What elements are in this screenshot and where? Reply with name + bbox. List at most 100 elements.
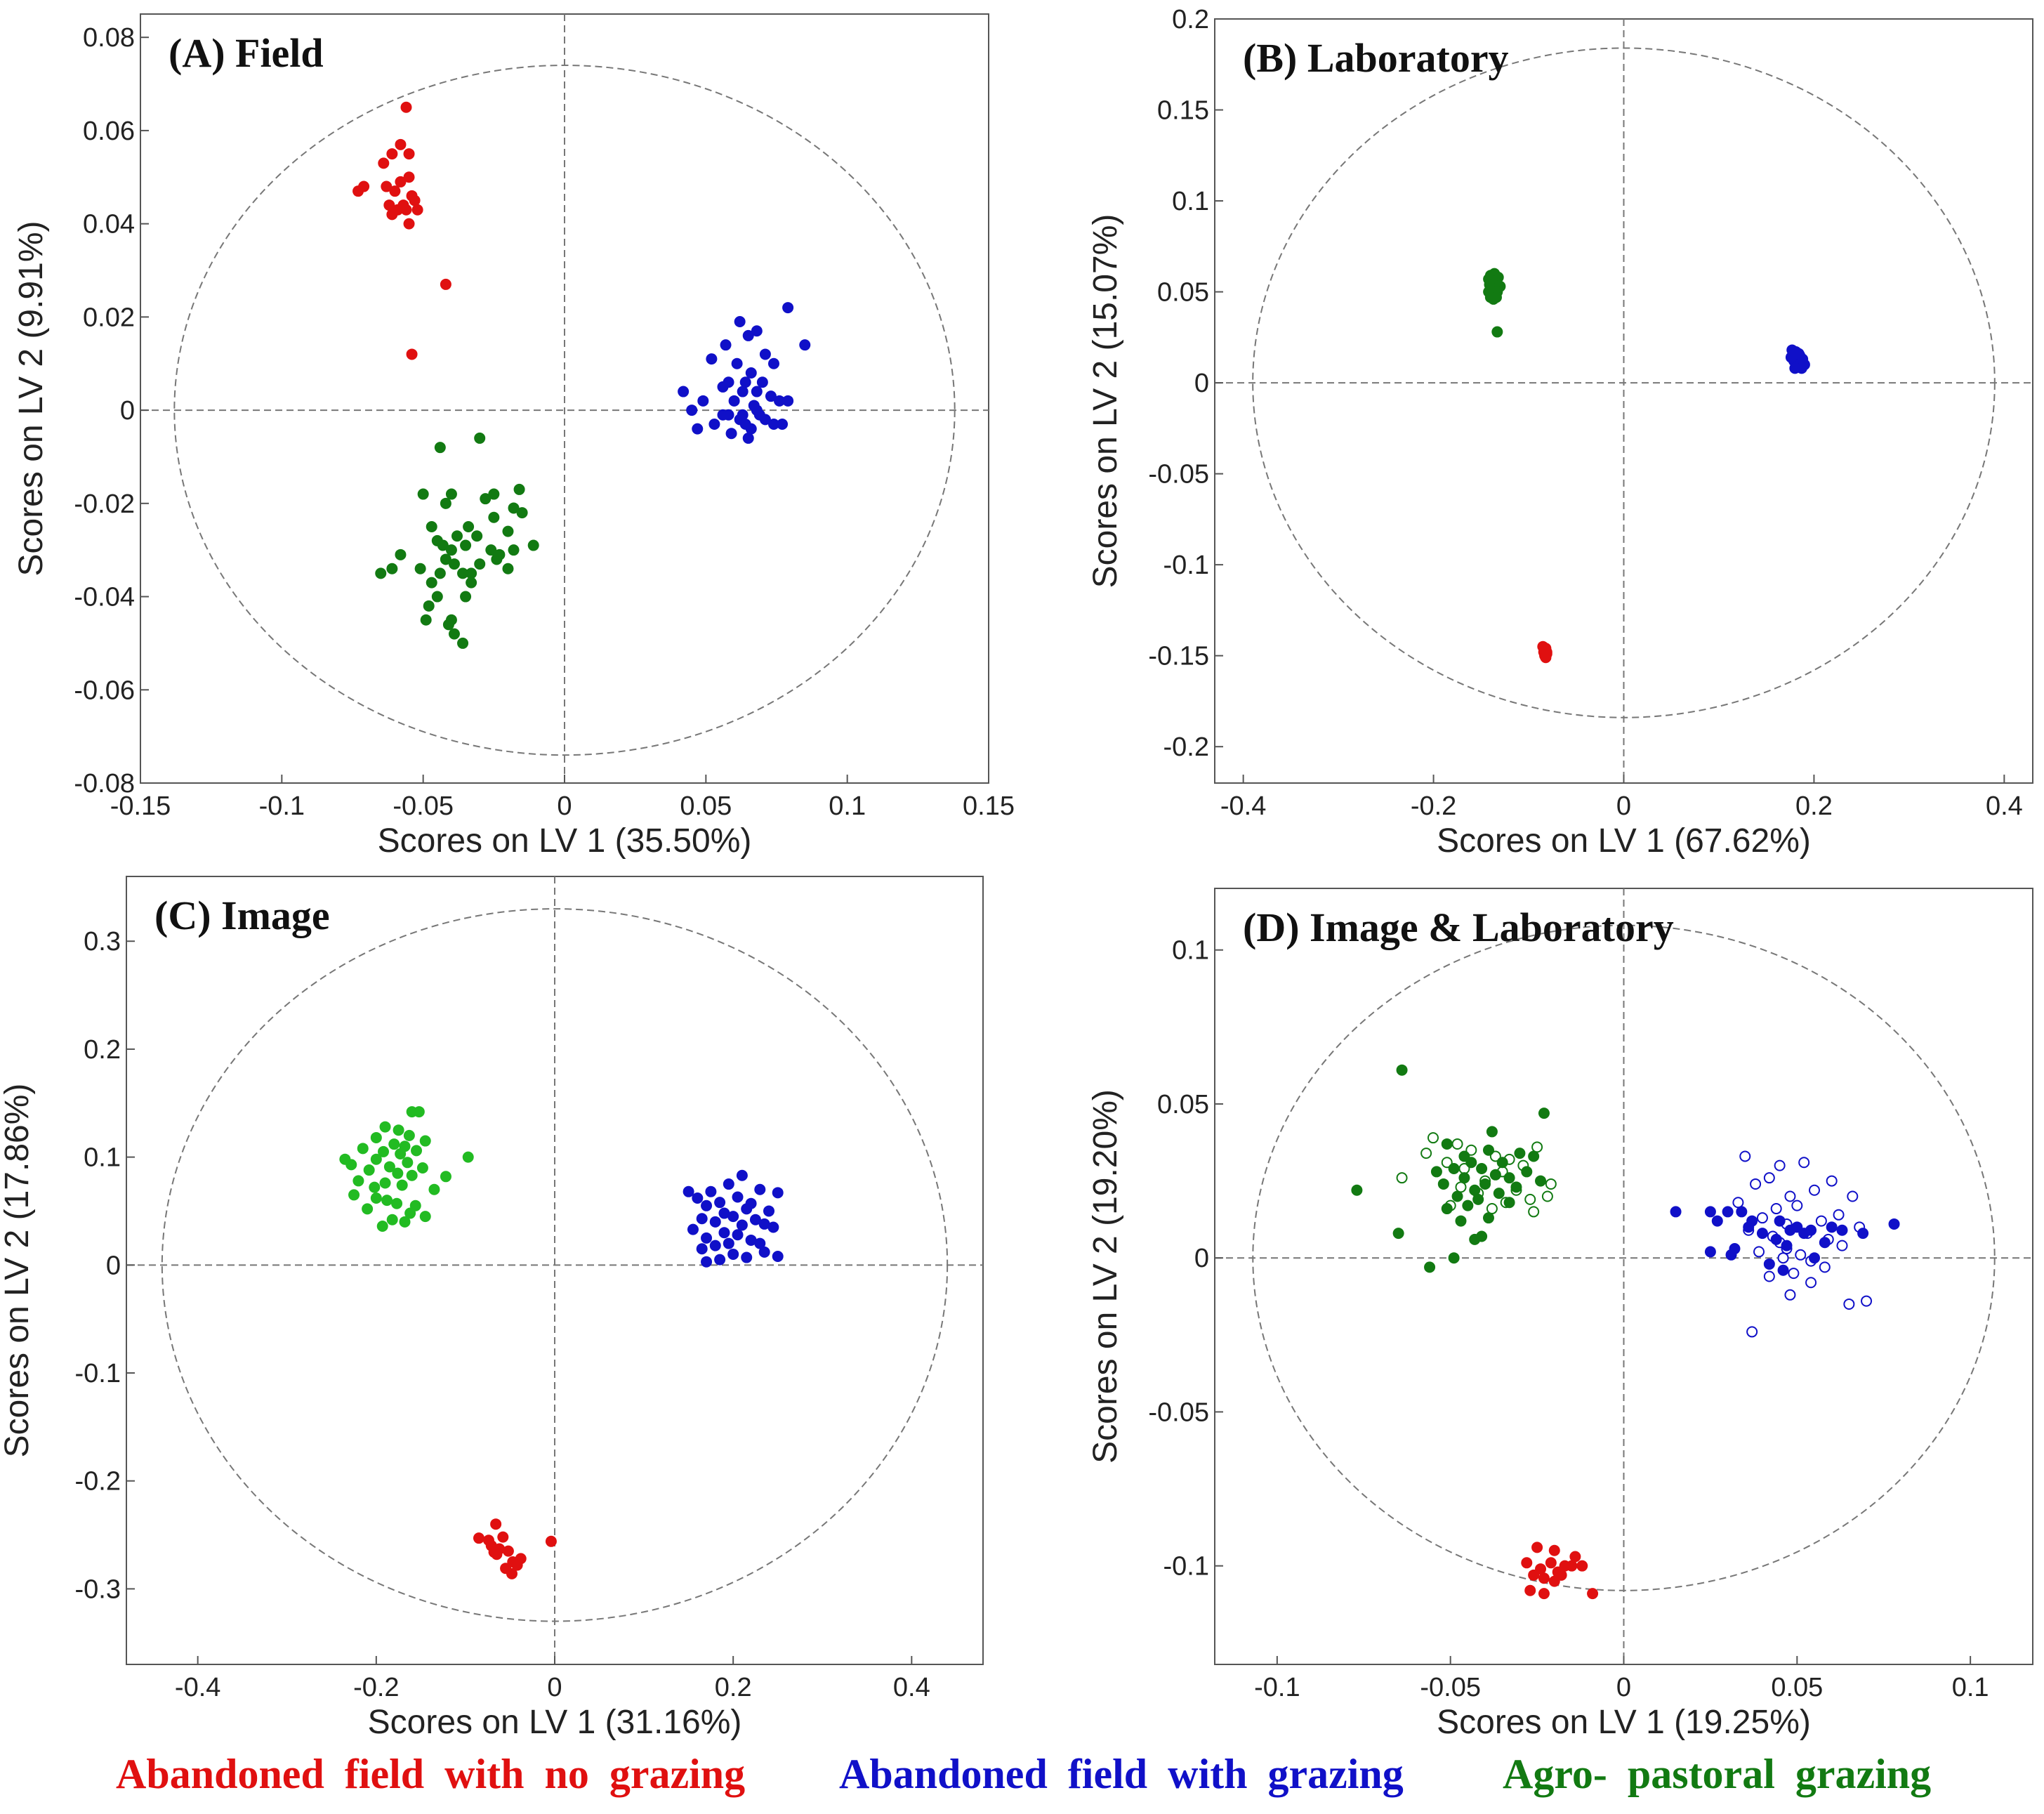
- y-tick-label: 0: [106, 1251, 121, 1280]
- data-point: [391, 1197, 403, 1209]
- data-point: [727, 1248, 739, 1260]
- data-point: [1482, 1144, 1494, 1156]
- data-point: [1451, 1190, 1463, 1202]
- y-tick-label: -0.05: [1148, 1398, 1209, 1427]
- data-point: [1836, 1240, 1848, 1251]
- data-point: [1732, 1197, 1744, 1209]
- data-point: [419, 1211, 431, 1223]
- data-point: [423, 600, 435, 612]
- data-point: [1489, 1169, 1501, 1181]
- data-point: [416, 1162, 428, 1174]
- data-point: [1491, 326, 1503, 338]
- data-point: [1569, 1551, 1581, 1563]
- data-point: [701, 1232, 713, 1244]
- data-point: [701, 1200, 713, 1211]
- data-point: [1770, 1203, 1782, 1215]
- data-point: [502, 563, 514, 574]
- data-point: [1736, 1206, 1748, 1218]
- data-point: [466, 567, 477, 579]
- series: [1521, 1542, 1599, 1600]
- data-point: [516, 507, 528, 519]
- data-point: [426, 577, 437, 589]
- data-point: [1746, 1326, 1758, 1338]
- data-point: [445, 544, 457, 556]
- data-point: [406, 1169, 418, 1181]
- y-tick-label: 0.06: [83, 117, 135, 146]
- data-point: [417, 488, 429, 500]
- y-tick-label: 0.3: [84, 927, 121, 957]
- data-point: [686, 405, 698, 416]
- series: [683, 1169, 784, 1268]
- data-point: [1451, 1138, 1463, 1150]
- data-point: [739, 376, 751, 388]
- data-point: [1770, 1233, 1782, 1245]
- data-point: [474, 432, 486, 444]
- data-point: [1531, 1542, 1543, 1553]
- x-tick-label: -0.05: [1420, 1673, 1481, 1702]
- x-tick-label: 0.4: [1986, 791, 2023, 821]
- data-point: [393, 1124, 404, 1136]
- data-point: [403, 148, 415, 160]
- data-point: [678, 386, 690, 397]
- data-point: [352, 1175, 364, 1187]
- data-point: [511, 1559, 523, 1571]
- panel-c-image: -0.4 -0.2 0 0.2 0.4 0.3 0.2 0.1 0 -0.1 -0.2 -0.3 Sco…: [0, 876, 984, 1741]
- data-point: [749, 1214, 761, 1225]
- data-point: [767, 419, 779, 430]
- data-point: [745, 367, 757, 379]
- x-tick-label: -0.1: [1254, 1673, 1300, 1702]
- data-point: [448, 628, 460, 640]
- y-axis-label: Scores on LV 2 (19.20%): [1087, 1089, 1124, 1464]
- y-tick-label: -0.08: [74, 769, 135, 798]
- data-point: [723, 1237, 734, 1249]
- data-point: [1351, 1184, 1363, 1196]
- data-point: [1725, 1249, 1737, 1261]
- data-point: [1448, 1163, 1460, 1175]
- series: [1732, 1150, 1873, 1338]
- data-point: [383, 1161, 395, 1173]
- data-point: [428, 1183, 440, 1195]
- data-point: [751, 405, 763, 416]
- data-point: [1722, 1206, 1734, 1218]
- data-point: [1809, 1252, 1821, 1264]
- data-point: [386, 209, 398, 221]
- data-point: [396, 1179, 408, 1191]
- data-point: [1441, 1138, 1453, 1150]
- data-point: [400, 101, 412, 113]
- data-point: [1833, 1209, 1845, 1221]
- data-point: [709, 1240, 721, 1251]
- y-tick-label: 0.08: [83, 23, 135, 53]
- data-point: [462, 1151, 474, 1163]
- data-point: [1538, 643, 1550, 655]
- data-point: [720, 339, 732, 351]
- data-point: [1489, 1150, 1501, 1162]
- data-point: [1528, 1150, 1540, 1162]
- data-point: [737, 409, 749, 421]
- data-point: [1521, 1166, 1533, 1178]
- data-point: [1441, 1203, 1453, 1215]
- data-point: [782, 395, 794, 407]
- y-axis-label: Scores on LV 2 (17.86%): [0, 1084, 36, 1458]
- data-point: [1465, 1144, 1477, 1156]
- data-point: [1861, 1295, 1873, 1307]
- data-point: [414, 563, 426, 574]
- data-point: [419, 1135, 431, 1147]
- data-point: [714, 1254, 726, 1266]
- data-point: [457, 567, 469, 579]
- x-tick-label: 0.2: [1795, 791, 1833, 821]
- data-point: [395, 1148, 407, 1160]
- y-tick-label: -0.1: [1163, 551, 1209, 580]
- data-point: [434, 442, 446, 454]
- data-point: [736, 1219, 748, 1231]
- data-point: [717, 409, 729, 421]
- data-point: [692, 423, 704, 435]
- legend-abandoned-grazing: Abandoned field with grazing: [839, 1751, 1404, 1797]
- data-point: [1587, 1588, 1599, 1600]
- data-point: [363, 1164, 375, 1176]
- data-point: [348, 1189, 360, 1201]
- data-point: [402, 1157, 414, 1169]
- data-point: [1826, 1175, 1838, 1187]
- y-axis-label: Scores on LV 2 (9.91%): [13, 221, 50, 576]
- data-point: [725, 428, 737, 440]
- data-point: [389, 185, 401, 197]
